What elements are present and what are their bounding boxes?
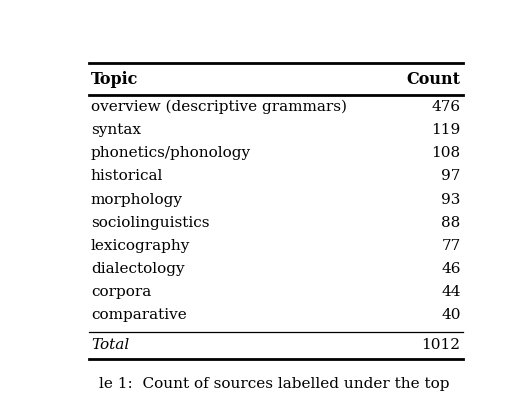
Text: dialectology: dialectology (91, 262, 184, 276)
Text: Total: Total (91, 339, 129, 352)
Text: sociolinguistics: sociolinguistics (91, 216, 209, 229)
Text: syntax: syntax (91, 123, 141, 137)
Text: Topic: Topic (91, 71, 138, 88)
Text: 97: 97 (441, 169, 461, 184)
Text: comparative: comparative (91, 308, 187, 322)
Text: 119: 119 (431, 123, 461, 137)
Text: 1012: 1012 (421, 339, 461, 352)
Text: 93: 93 (441, 193, 461, 206)
Text: lexicography: lexicography (91, 239, 190, 253)
Text: historical: historical (91, 169, 163, 184)
Text: 476: 476 (431, 100, 461, 114)
Text: 108: 108 (431, 146, 461, 160)
Text: Count: Count (407, 71, 461, 88)
Text: 77: 77 (441, 239, 461, 253)
Text: 44: 44 (441, 285, 461, 299)
Text: 40: 40 (441, 308, 461, 322)
Text: morphology: morphology (91, 193, 183, 206)
Text: le 1:  Count of sources labelled under the top: le 1: Count of sources labelled under th… (99, 377, 449, 391)
Text: 88: 88 (441, 216, 461, 229)
Text: overview (descriptive grammars): overview (descriptive grammars) (91, 99, 347, 114)
Text: 46: 46 (441, 262, 461, 276)
Text: phonetics/phonology: phonetics/phonology (91, 146, 251, 160)
Text: corpora: corpora (91, 285, 151, 299)
